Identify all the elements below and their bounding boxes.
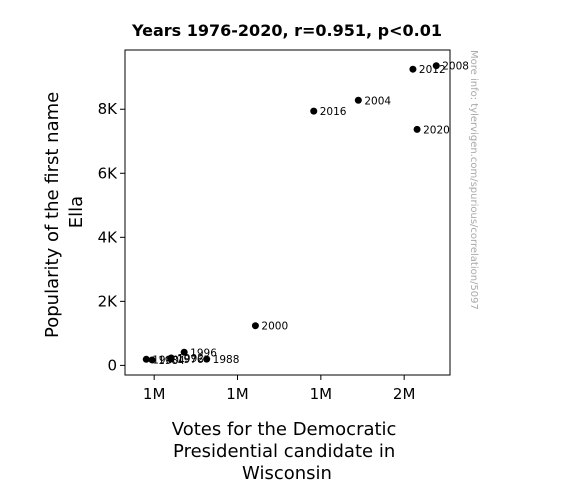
data-point-label: 2012 [419,64,446,76]
y-axis-label: Popularity of the first name Ella [42,86,87,338]
x-axis-label: Votes for the Democratic Presidential ca… [172,419,402,484]
x-axis-ticks: 1M 1M 1M 2M [143,375,416,403]
chart-title: Years 1976-2020, r=0.951, p<0.01 [131,21,442,40]
x-axis-label-line: Wisconsin [242,463,332,484]
data-point [413,125,421,133]
data-point [409,65,417,73]
data-point [310,107,318,115]
data-point [142,355,150,363]
data-point [432,62,440,70]
data-point-label: 2000 [261,321,288,333]
data-point-label: 2004 [364,95,391,107]
y-tick-label: 2K [98,292,119,310]
y-tick-label: 4K [98,228,119,246]
data-point-label: 2020 [423,124,450,136]
y-tick-label: 0 [107,356,117,374]
data-point [167,354,175,362]
plot-area [124,49,451,376]
data-point [203,355,211,363]
x-tick-label: 1M [226,385,249,403]
x-axis-label-line: Votes for the Democratic [172,419,397,440]
data-point-label: 1976 [177,354,204,366]
data-point [354,96,362,104]
source-watermark: More info: tylervigen.com/spurious/corre… [468,50,479,310]
data-points: 1976198019841988199219962000200420082012… [142,61,469,367]
y-tick-label: 8K [98,100,119,118]
data-point [148,356,156,364]
data-point [180,348,188,356]
y-axis-label-line: Ella [66,196,87,228]
x-tick-label: 1M [143,385,166,403]
data-point-label: 1988 [213,354,240,366]
data-point [251,322,259,330]
y-axis-ticks: 0 2K 4K 6K 8K [98,100,125,374]
y-tick-label: 6K [98,164,119,182]
x-tick-label: 2M [393,385,416,403]
x-axis-label-line: Presidential candidate in [173,441,395,462]
data-point-label: 1992 [177,353,204,365]
y-axis-label-line: Popularity of the first name [42,92,63,338]
data-point-label: 2016 [320,106,347,118]
x-tick-label: 1M [310,385,333,403]
data-point-label: 2008 [442,61,469,73]
data-point-label: 1996 [190,347,217,359]
